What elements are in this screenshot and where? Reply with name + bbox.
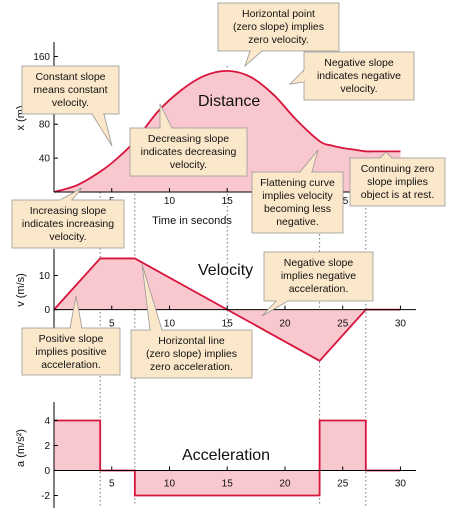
callout-text-line: Constant slope bbox=[35, 71, 105, 83]
y-tick-label: 2 bbox=[44, 441, 50, 452]
x-tick-label: 10 bbox=[164, 196, 176, 207]
annotation-callouts: Horizontal point(zero slope) implieszero… bbox=[11, 2, 446, 379]
x-tick-label: 20 bbox=[279, 479, 291, 490]
callout-text-line: implies negative bbox=[281, 270, 356, 282]
velocity-area bbox=[54, 258, 401, 361]
x-tick-label: 30 bbox=[395, 319, 407, 330]
y-tick-label: 4 bbox=[44, 416, 50, 427]
distance-x-axis-label: Time in seconds bbox=[152, 215, 232, 227]
callout-text-line: indicates negative bbox=[317, 70, 401, 82]
callout-box bbox=[21, 327, 121, 376]
x-tick-label: 20 bbox=[279, 319, 291, 330]
velocity-y-axis-label: v (m/s) bbox=[15, 273, 27, 307]
y-tick-label: -2 bbox=[41, 491, 50, 502]
callout-box bbox=[11, 199, 125, 249]
x-tick-label: 10 bbox=[164, 319, 176, 330]
callout-box bbox=[129, 127, 248, 177]
velocity-title: Velocity bbox=[198, 262, 253, 279]
callout-pointer bbox=[91, 113, 113, 147]
acceleration-area bbox=[54, 420, 401, 496]
x-tick-label: 25 bbox=[337, 319, 349, 330]
callout-text-line: velocity. bbox=[170, 159, 207, 171]
velocity-panel: 5 10 15 20 25 30 0 10 Velocity v (m/s) bbox=[15, 249, 416, 362]
acceleration-y-axis-label: a (m/s²) bbox=[15, 429, 27, 467]
callout-text-line: Increasing slope bbox=[30, 205, 107, 217]
callout-text-line: velocity. bbox=[340, 83, 377, 95]
callout-text-line: implies velocity bbox=[262, 190, 333, 202]
x-tick-label: 15 bbox=[222, 196, 234, 207]
x-tick-label: 10 bbox=[164, 479, 176, 490]
x-tick-label: 15 bbox=[222, 319, 234, 330]
callout-text-line: Horizontal line bbox=[158, 335, 225, 347]
callout-text-line: acceleration. bbox=[289, 283, 349, 295]
callout-text-line: Negative slope bbox=[324, 57, 394, 69]
callout-text-line: (zero slope) implies bbox=[233, 21, 324, 33]
callout-text-line: zero acceleration. bbox=[150, 361, 233, 373]
callout-pointer bbox=[288, 69, 305, 85]
distance-curve bbox=[53, 69, 401, 193]
callout-box bbox=[217, 2, 340, 52]
y-tick-label: 10 bbox=[39, 271, 51, 282]
velocity-axes: 5 10 15 20 25 30 0 10 bbox=[39, 249, 416, 354]
callout-text-line: Positive slope bbox=[39, 333, 104, 345]
callout-text-line: (zero slope) implies bbox=[146, 348, 237, 360]
y-tick-label: 0 bbox=[44, 466, 50, 477]
callout-text-line: indicates decreasing bbox=[141, 146, 237, 158]
acceleration-curve bbox=[54, 419, 401, 497]
callout-text-line: becoming less bbox=[264, 203, 331, 215]
callout-text-line: zero velocity. bbox=[248, 34, 309, 46]
callout-box bbox=[130, 329, 253, 379]
callout-text-line: Horizontal point bbox=[242, 8, 315, 20]
callout-text-line: Decreasing slope bbox=[148, 133, 229, 145]
callout-text-line: indicates increasing bbox=[22, 218, 114, 230]
x-tick-label: 15 bbox=[222, 479, 234, 490]
callout-horizontal-point: Horizontal point(zero slope) implieszero… bbox=[217, 2, 340, 68]
callout-text-line: means constant bbox=[33, 84, 107, 96]
callout-box bbox=[263, 251, 374, 302]
callout-text-line: Continuing zero bbox=[361, 163, 435, 175]
callout-text-line: object is at rest. bbox=[361, 189, 435, 201]
x-tick-label: 5 bbox=[109, 319, 115, 330]
callout-box bbox=[349, 157, 446, 207]
callout-box bbox=[251, 171, 344, 234]
x-tick-label: 5 bbox=[109, 479, 115, 490]
callout-text-line: Negative slope bbox=[284, 257, 354, 269]
callout-box bbox=[303, 51, 415, 101]
callout-horizontal-line: Horizontal line(zero slope) implieszero … bbox=[130, 263, 253, 379]
y-tick-label: 160 bbox=[33, 52, 50, 63]
y-tick-label: 80 bbox=[39, 120, 51, 131]
callout-seam bbox=[302, 69, 306, 83]
callout-text-line: implies positive bbox=[35, 346, 106, 358]
y-tick-label: 0 bbox=[44, 305, 50, 316]
callout-text-line: slope implies bbox=[367, 176, 428, 188]
callout-text-line: Flattening curve bbox=[260, 177, 335, 189]
callout-text-line: acceleration. bbox=[41, 359, 101, 371]
callout-box bbox=[21, 65, 120, 115]
y-tick-label: 40 bbox=[39, 154, 51, 165]
distance-title: Distance bbox=[198, 93, 260, 110]
callout-pointer bbox=[244, 50, 264, 68]
callout-text-line: velocity. bbox=[49, 231, 86, 243]
callout-text-line: velocity. bbox=[52, 97, 89, 109]
x-tick-label: 25 bbox=[337, 479, 349, 490]
acceleration-title: Acceleration bbox=[182, 447, 270, 464]
callout-text-line: negative. bbox=[276, 216, 319, 228]
x-tick-label: 30 bbox=[395, 479, 407, 490]
